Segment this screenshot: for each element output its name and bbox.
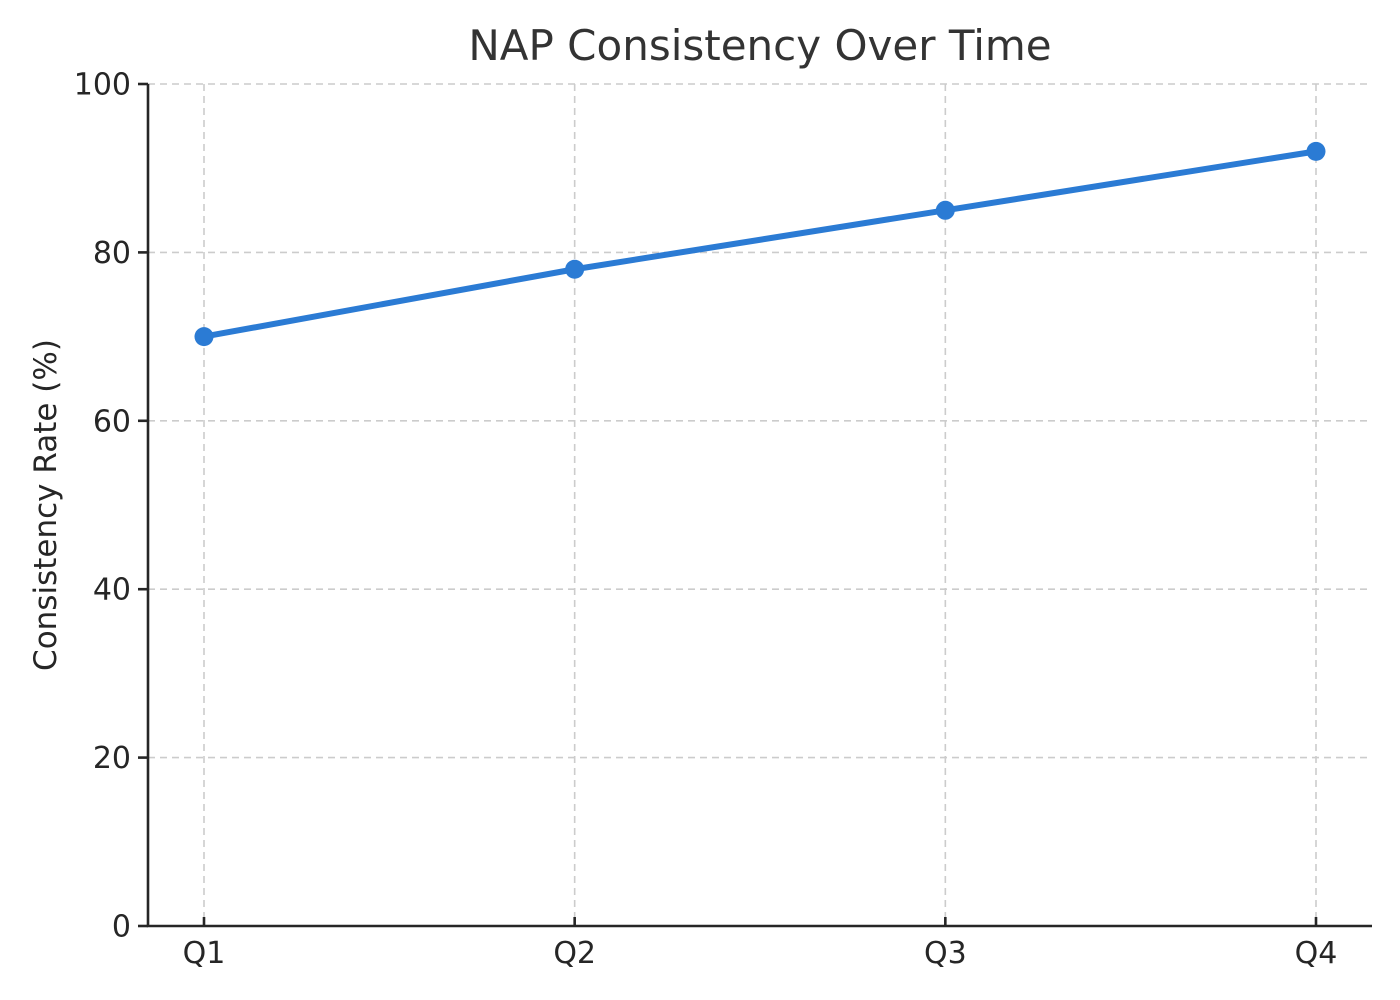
- y-tick-label: 60: [93, 404, 131, 439]
- y-tick-label: 100: [74, 68, 131, 103]
- data-point-marker: [935, 200, 955, 220]
- x-tick-label: Q4: [1295, 936, 1338, 971]
- x-tick-label: Q1: [183, 936, 226, 971]
- y-tick-label: 40: [93, 573, 131, 608]
- x-tick-label: Q3: [924, 936, 967, 971]
- data-point-marker: [565, 259, 585, 279]
- data-point-marker: [194, 327, 214, 347]
- y-tick-label: 80: [93, 236, 131, 271]
- x-tick-label: Q2: [553, 936, 596, 971]
- series-line: [201, 148, 1319, 340]
- y-tick-label: 0: [112, 910, 131, 945]
- chart-title: NAP Consistency Over Time: [468, 21, 1052, 70]
- y-tick-label: 20: [93, 741, 131, 776]
- data-point-marker: [1306, 141, 1326, 161]
